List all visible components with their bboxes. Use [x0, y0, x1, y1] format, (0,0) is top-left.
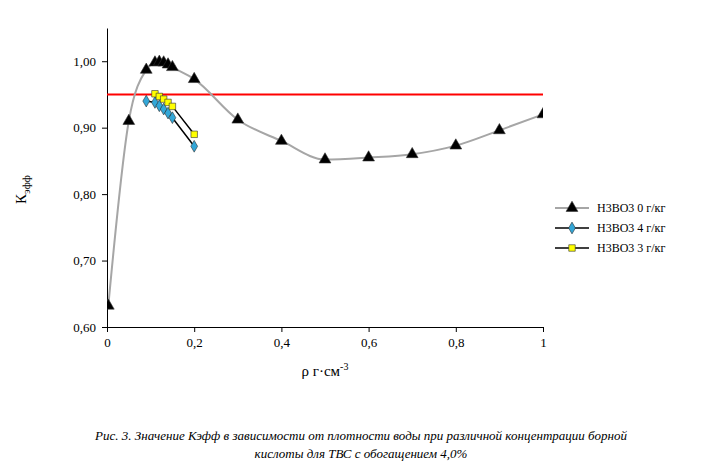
tick-label: 0 — [104, 335, 111, 350]
x-axis-label-main: ρ г·см — [302, 363, 341, 379]
marker — [363, 151, 375, 161]
marker — [167, 60, 179, 70]
marker — [191, 140, 198, 152]
legend: H3BO3 0 г/кг H3BO3 4 г/кг H3BO3 3 г/кг — [555, 201, 665, 255]
tick: 0,90 — [73, 120, 107, 135]
y-axis: 0,60 0,70 0,80 0,90 1,00 — [73, 29, 107, 335]
marker — [450, 139, 462, 149]
legend-label: H3BO3 4 г/кг — [597, 221, 665, 235]
tick-mark — [102, 61, 107, 62]
caption-line: кислоты для ТВС с обогащением 4,0% — [255, 446, 468, 461]
legend-label: H3BO3 3 г/кг — [597, 241, 665, 255]
x-axis-label: ρ г·см-3 — [302, 361, 349, 379]
marker — [537, 108, 543, 118]
reference-line — [107, 93, 543, 95]
legend-item: H3BO3 3 г/кг — [555, 241, 665, 255]
legend-marker — [566, 201, 578, 211]
tick-mark — [102, 261, 107, 262]
marker — [494, 124, 506, 134]
marker — [276, 134, 288, 144]
tick-label: 1 — [540, 335, 547, 350]
axis-line — [107, 29, 108, 328]
axis-line — [108, 327, 544, 328]
tick: 0,80 — [73, 187, 107, 202]
x-axis: 0 0,2 0,4 0,6 0,8 1 — [104, 327, 547, 350]
tick-label: 0,8 — [448, 335, 464, 350]
marker — [232, 113, 244, 123]
tick-label: 0,80 — [73, 187, 96, 202]
marker — [143, 95, 150, 107]
tick-label: 0,70 — [73, 253, 96, 268]
tick-label: 0,6 — [361, 335, 378, 350]
tick: 0,6 — [361, 327, 378, 350]
marker — [123, 114, 135, 124]
marker — [191, 131, 197, 137]
tick-mark — [102, 327, 107, 328]
tick-mark — [194, 327, 195, 332]
legend-item: H3BO3 0 г/кг — [555, 201, 665, 215]
marker — [107, 299, 114, 309]
series-line — [155, 94, 194, 135]
tick: 0,4 — [274, 327, 291, 350]
series-line — [108, 62, 543, 306]
tick-label: 1,00 — [73, 54, 96, 69]
tick-mark — [369, 327, 370, 332]
tick-mark — [456, 327, 457, 332]
marker — [406, 147, 418, 157]
tick: 0,8 — [448, 327, 464, 350]
marker — [188, 72, 200, 82]
tick: 0 — [104, 327, 111, 350]
legend-marker — [569, 245, 575, 251]
caption-line: Рис. 3. Значение Кэфф в зависимости от п… — [94, 428, 627, 443]
legend-label: H3BO3 0 г/кг — [597, 201, 665, 215]
tick: 1 — [540, 327, 547, 350]
series-line — [146, 101, 194, 146]
tick-mark — [543, 327, 544, 332]
tick-mark — [107, 327, 108, 332]
chart: 0 0,2 0,4 0,6 0,8 1 0,60 0,70 0,80 0,90 1,00 Кэфф ρ … — [0, 0, 722, 474]
tick-mark — [102, 128, 107, 129]
tick: 0,70 — [73, 253, 107, 268]
tick-mark — [281, 327, 282, 332]
y-axis-label: Кэфф — [13, 175, 32, 204]
marker — [169, 112, 176, 124]
tick: 1,00 — [73, 54, 107, 69]
caption: Рис. 3. Значение Кэфф в зависимости от п… — [94, 428, 627, 461]
marker — [169, 103, 175, 109]
tick-label: 0,60 — [73, 320, 96, 335]
legend-marker — [569, 222, 576, 234]
marker — [319, 153, 331, 163]
legend-item: H3BO3 4 г/кг — [555, 221, 665, 235]
y-axis-label-sub: эфф — [20, 175, 32, 194]
plot-area — [107, 55, 543, 309]
tick: 0,60 — [73, 320, 107, 335]
tick-mark — [102, 194, 107, 195]
tick-label: 0,4 — [274, 335, 291, 350]
tick-label: 0,90 — [73, 120, 96, 135]
tick: 0,2 — [187, 327, 203, 350]
tick-label: 0,2 — [187, 335, 203, 350]
x-axis-label-sup: -3 — [340, 361, 348, 372]
